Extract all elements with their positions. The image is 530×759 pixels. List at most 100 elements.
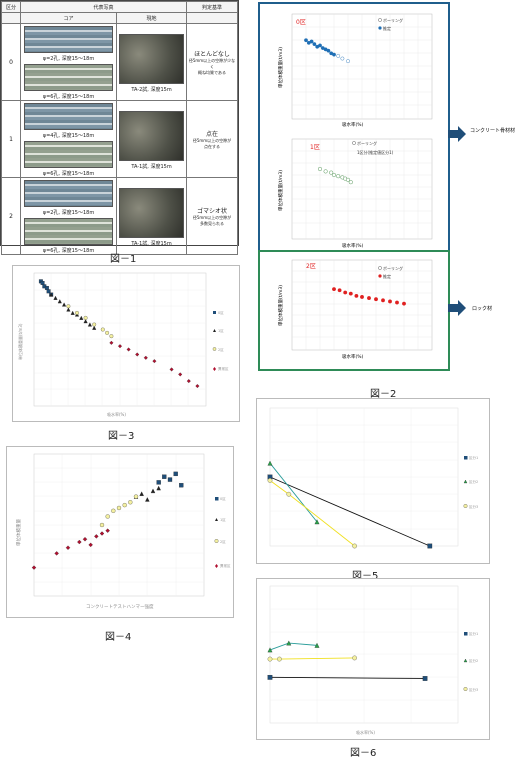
row-class: 1: [1, 100, 21, 178]
data-point: [40, 281, 45, 285]
header-photo: 代表写真: [20, 1, 187, 13]
criterion-label: 点在: [205, 130, 218, 138]
x-axis-label: 吸水率(%): [342, 121, 364, 128]
data-point: [336, 174, 341, 179]
data-point: [267, 478, 273, 483]
panel-tag: 0区: [296, 19, 306, 26]
data-point: [54, 551, 59, 556]
core-photo-cell: φ=4孔, 深度15～18m φ=6孔, 深度15～18m: [20, 100, 117, 178]
legend-label: 区分3: [469, 687, 478, 692]
criterion-note: 径5mm以上の空隙が 点在する: [192, 137, 232, 149]
data-point: [173, 471, 178, 477]
figure-2-caption: 図－2: [370, 389, 397, 400]
data-point: [88, 542, 93, 548]
data-point: [267, 656, 273, 662]
figure-1-caption: 図－1: [110, 254, 137, 265]
core-photo: [23, 141, 114, 168]
data-point: [267, 460, 273, 466]
data-point: [267, 647, 273, 653]
data-point: [367, 296, 371, 300]
figure-1-table: 区分 代表写真 判定基準 コア 現地 0 φ=2孔, 深度15～18m φ=6孔…: [0, 0, 239, 255]
legend-label: 1区: [218, 329, 224, 333]
data-point: [312, 42, 317, 47]
legend-label: 異常区: [218, 366, 229, 371]
figure-5-caption: 図－5: [352, 571, 379, 582]
data-point: [46, 289, 51, 294]
panel-0: 0区 ボーリング 推定 吸水率(%) 単位体積重量(t/m3): [277, 13, 433, 128]
data-point: [304, 38, 308, 43]
field-caption: TA-1試, 深度15m: [131, 240, 172, 247]
field-caption: TA-1試, 深度15m: [131, 163, 172, 170]
data-point: [318, 43, 322, 48]
data-point: [83, 315, 88, 320]
figure-3-caption: 図－3: [108, 431, 135, 442]
data-point: [286, 640, 292, 646]
data-point: [195, 384, 200, 389]
figure-4-chart: 0区 1区 2区 異常区 コンクリートテストハンマー強度 単位体積重量: [15, 453, 231, 610]
core-photo: [23, 64, 114, 91]
core-caption: φ=6孔, 深度15～18m: [42, 248, 95, 254]
series-line: [269, 676, 426, 679]
legend-label: 2区: [220, 540, 226, 544]
panel-1: 1区 ボーリング 1区分(推定値区分1) 吸水率(%) 単位体積重量(t/m3): [277, 138, 433, 249]
table-row: 1 φ=4孔, 深度15～18m φ=6孔, 深度15～18m TA-1試, 深…: [1, 100, 238, 178]
data-point: [139, 491, 144, 496]
legend: 0区 1区 2区 異常区: [214, 497, 231, 568]
data-point: [277, 656, 282, 662]
data-point: [332, 287, 336, 292]
data-point: [352, 543, 357, 549]
data-point: [62, 302, 67, 307]
data-point: [53, 295, 58, 300]
core-caption: φ=2孔, 深度15～18m: [42, 56, 95, 62]
data-point: [332, 52, 336, 57]
data-point: [374, 297, 378, 302]
legend-label: 区分1: [469, 455, 478, 460]
data-point: [122, 502, 127, 508]
legend: 区分1 区分2 区分3: [463, 631, 478, 692]
data-point: [352, 655, 357, 661]
criterion-cell: ほとんどなし 径5mm以上の空隙が少なく 概ね均質である: [186, 23, 238, 101]
data-point: [314, 642, 320, 648]
legend-label: ボーリング: [383, 265, 403, 271]
legend-label: 区分2: [469, 658, 478, 663]
figure-6-chart: 区分1 区分2 区分3 吸水率(%): [267, 585, 478, 735]
data-point: [348, 291, 353, 296]
row-class: 0: [1, 23, 21, 101]
core-photo: [23, 180, 114, 207]
data-point: [117, 344, 123, 349]
data-point: [94, 534, 99, 539]
criterion-cell: ゴマシオ状 径5mm以上の空隙が 多数見られる: [186, 177, 238, 255]
data-point: [348, 180, 353, 185]
data-point: [66, 307, 71, 312]
core-caption: φ=6孔, 深度15～18m: [42, 171, 95, 177]
data-point: [87, 322, 92, 327]
series-line: [269, 462, 318, 523]
data-point: [309, 39, 314, 44]
data-point: [152, 359, 157, 364]
data-point: [128, 500, 133, 505]
arrow-to-rock: ロック材: [448, 300, 492, 316]
core-photo: [23, 26, 114, 53]
data-point: [336, 54, 341, 58]
data-point: [109, 340, 114, 345]
field-photo-cell: TA-2試, 深度15m: [116, 23, 187, 101]
data-point: [111, 508, 116, 513]
field-caption: TA-2試, 深度15m: [131, 86, 172, 93]
data-point: [323, 169, 328, 174]
y-axis-label: 単位体積重量(t/m3): [277, 285, 284, 326]
data-point: [318, 167, 323, 172]
panel-tag: 2区: [306, 263, 316, 270]
arrow-to-concrete: コンクリート骨材材: [448, 126, 515, 142]
figure-4-caption: 図－4: [105, 632, 132, 643]
data-point: [167, 477, 173, 482]
panel-tag: 1区: [310, 144, 320, 151]
figure-2-charts: 0区 ボーリング 推定 吸水率(%) 単位体積重量(t/m3) 1区 ボーリング…: [277, 13, 433, 360]
data-point: [57, 299, 62, 304]
x-axis-label: 吸水率(%): [342, 242, 364, 249]
data-point: [346, 59, 350, 64]
header-criterion: 判定基準: [186, 1, 238, 13]
data-point: [92, 325, 97, 330]
criterion-note: 径5mm以上の空隙が 多数見られる: [192, 214, 232, 226]
data-point: [267, 674, 273, 680]
field-photo-cell: TA-1試, 深度15m: [116, 100, 187, 178]
